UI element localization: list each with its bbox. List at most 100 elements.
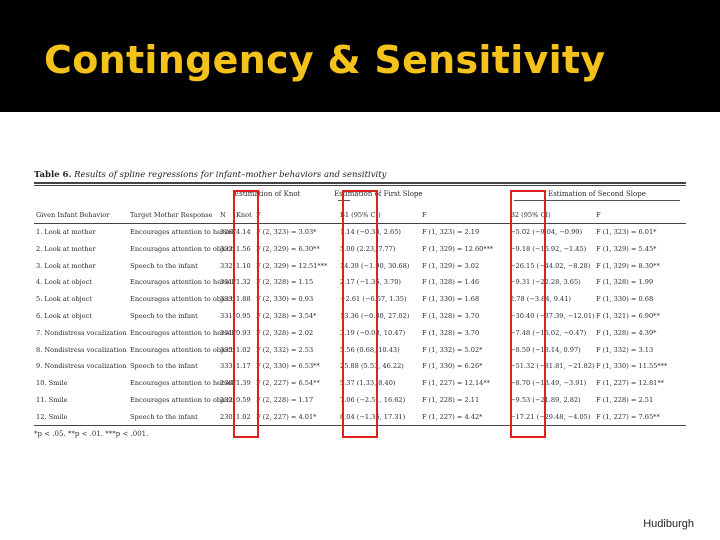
cell-n: 335 xyxy=(220,345,233,354)
cell-b1-f: F (1, 330) = 1.68 xyxy=(422,295,480,304)
table-top-rule-2 xyxy=(34,185,686,186)
cell-b2-f: F (1, 323) = 6.01* xyxy=(596,228,657,236)
cell-knot: 1.32 xyxy=(236,278,251,287)
cell-n: 332 xyxy=(220,244,233,253)
cell-b1-f: F (1, 227) = 4.42* xyxy=(422,412,483,421)
cell-response: Speech to the infant xyxy=(130,412,198,421)
cell-response: Speech to the infant xyxy=(130,312,198,320)
cell-b2-f: F (1, 228) = 2.51 xyxy=(596,396,654,404)
cell-b1: 7.06 (−2.51, 16.62) xyxy=(340,396,406,404)
cell-knot: 0.95 xyxy=(236,312,251,320)
cell-behavior: 3. Look at mother xyxy=(36,261,96,270)
cell-response: Encourages attention to object xyxy=(130,244,234,253)
cell-b2-f: F (1, 332) = 3.13 xyxy=(596,345,654,354)
cell-knot-f: F (2, 329) = 12.51*** xyxy=(256,261,328,270)
cell-b1-f: F (1, 328) = 1.46 xyxy=(422,278,480,287)
cell-knot-f: F (2, 227) = 4.01* xyxy=(256,412,317,421)
cell-b1: 2.17 (−1.36, 3.70) xyxy=(340,278,402,287)
group-header-rule xyxy=(338,200,350,201)
cell-response: Encourages attention to object xyxy=(130,345,234,354)
cell-b1: −2.61 (−6.57, 1.35) xyxy=(340,295,407,304)
cell-knot: 0.93 xyxy=(236,328,251,337)
cell-knot: 4.14 xyxy=(236,228,251,236)
cell-b1-f: F (1, 328) = 3.70 xyxy=(422,312,480,320)
cell-b1-f: F (1, 329) = 12.60*** xyxy=(422,244,494,253)
table-footnote: *p < .05. **p < .01. ***p < .001. xyxy=(34,430,149,438)
cell-b2: 2.78 (−3.84, 9.41) xyxy=(510,295,572,304)
cell-behavior: 1. Look at mother xyxy=(36,228,96,236)
cell-response: Speech to the infant xyxy=(130,261,198,270)
cell-behavior: 4. Look at object xyxy=(36,278,92,287)
cell-knot-f: F (2, 332) = 2.53 xyxy=(256,345,314,354)
title-bar: Contingency & Sensitivity xyxy=(0,0,720,112)
highlight-second-slope-column xyxy=(510,190,546,438)
cell-b1-f: F (1, 330) = 6.26* xyxy=(422,362,483,371)
cell-b1: 5.00 (2.23, 7.77) xyxy=(340,244,396,253)
cell-b1-f: F (1, 332) = 5.02* xyxy=(422,345,483,354)
cell-response: Encourages attention to herself xyxy=(130,379,236,388)
cell-b2: −30.40 (−37.39, −12.01) xyxy=(510,312,595,320)
cell-knot-f: F (2, 228) = 1.17 xyxy=(256,396,314,404)
cell-n: 326 xyxy=(220,228,233,236)
cell-behavior: 8. Nondistress vocalization xyxy=(36,345,127,354)
cell-b1-f: F (1, 228) = 2.11 xyxy=(422,396,480,404)
column-header-b1: B1 (95% CI) xyxy=(340,211,381,219)
cell-b2-f: F (1, 330) = 11.55*** xyxy=(596,362,668,371)
cell-behavior: 6. Look at object xyxy=(36,312,92,320)
cell-knot: 1.56 xyxy=(236,244,251,253)
cell-response: Encourages attention to object xyxy=(130,295,234,304)
cell-knot-f: F (2, 329) = 6.30** xyxy=(256,244,320,253)
cell-n: 333 xyxy=(220,295,233,304)
cell-b1: 25.88 (5.53, 46.22) xyxy=(340,362,404,371)
cell-behavior: 11. Smile xyxy=(36,396,68,404)
cell-b2-f: F (1, 227) = 7.65** xyxy=(596,412,660,421)
cell-b1-f: F (1, 323) = 2.19 xyxy=(422,228,480,236)
cell-n: 332 xyxy=(220,261,233,270)
cell-knot: 1.17 xyxy=(236,362,251,371)
cell-b1-f: F (1, 328) = 3.70 xyxy=(422,328,480,337)
cell-n: 331 xyxy=(220,278,233,287)
cell-b1: 5.56 (0.68, 10.43) xyxy=(340,345,400,354)
cell-behavior: 5. Look at object xyxy=(36,295,92,304)
cell-behavior: 10. Smile xyxy=(36,379,68,388)
cell-n: 230 xyxy=(220,412,233,421)
column-header-n: N xyxy=(220,211,226,219)
cell-b1: 3.19 (−0.08, 10.47) xyxy=(340,328,406,337)
cell-knot: 1.39 xyxy=(236,379,251,388)
cell-b2: −9.18 (−16.92, −1.45) xyxy=(510,244,587,253)
table-caption: Table 6. Results of spline regressions f… xyxy=(34,170,386,180)
cell-n: 333 xyxy=(220,362,233,371)
cell-b2: −17.21 (−29.48, −4.05) xyxy=(510,412,591,421)
cell-knot-f: F (2, 227) = 6.54** xyxy=(256,379,320,388)
cell-response: Encourages attention to herself xyxy=(130,228,236,236)
cell-b1: 13.36 (−0.30, 27.02) xyxy=(340,312,410,320)
cell-knot-f: F (2, 328) = 3.54* xyxy=(256,312,317,320)
cell-knot-f: F (2, 328) = 2.02 xyxy=(256,328,314,337)
cell-response: Encourages attention to object xyxy=(130,396,234,404)
column-header-b2: B2 (95% CI) xyxy=(510,211,551,219)
cell-knot: 1.10 xyxy=(236,261,251,270)
column-header-knot: Knot xyxy=(236,211,252,219)
cell-behavior: 9. Nondistress vocalization xyxy=(36,362,127,371)
cell-b2-f: F (1, 321) = 6.90** xyxy=(596,312,660,320)
cell-b2-f: F (1, 328) = 4.39* xyxy=(596,328,657,337)
cell-n: 230 xyxy=(220,379,233,388)
cell-n: 331 xyxy=(220,312,233,320)
cell-b2: −5.02 (−9.04, −0.99) xyxy=(510,228,583,236)
cell-b2: −26.15 (−44.02, −8.28) xyxy=(510,261,591,270)
column-header-response: Target Mother Response xyxy=(130,211,213,219)
cell-b2-f: F (1, 330) = 0.68 xyxy=(596,295,654,304)
cell-b2: −51.32 (−81.81, −21.82) xyxy=(510,362,595,371)
cell-behavior: 7. Nondistress vocalization xyxy=(36,328,127,337)
column-header-b2-f: F xyxy=(596,211,601,219)
cell-b1: 8.04 (−1.36, 17.31) xyxy=(340,412,406,421)
cell-b2: −7.48 (−15.02, −0.47) xyxy=(510,328,587,337)
table-bottom-rule xyxy=(34,425,686,427)
cell-behavior: 12. Smile xyxy=(36,412,68,421)
cell-b1: 1.14 (−0.38, 2.65) xyxy=(340,228,402,236)
cell-b1-f: F (1, 329) = 3.02 xyxy=(422,261,480,270)
group-header: Estimation of Knot xyxy=(234,190,301,198)
cell-behavior: 2. Look at mother xyxy=(36,244,96,253)
cell-knot-f: F (2, 323) = 3.03* xyxy=(256,228,317,236)
highlight-knot-column xyxy=(233,190,259,438)
